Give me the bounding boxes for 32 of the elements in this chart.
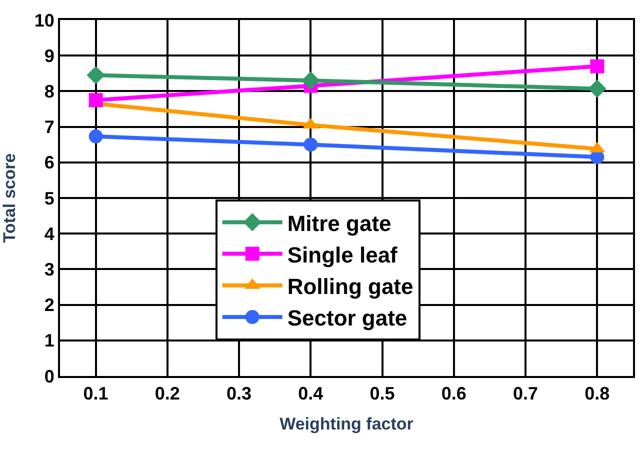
point — [590, 59, 604, 74]
y-tick-label: 6 — [44, 152, 54, 173]
point — [304, 138, 318, 152]
x-tick-label: 0.5 — [370, 384, 395, 404]
x-axis-title: Weighting factor — [280, 414, 414, 434]
y-tick-label: 9 — [44, 46, 54, 66]
point — [88, 93, 103, 108]
legend-label: Single leaf — [287, 242, 398, 268]
x-tick-label: 0.6 — [441, 384, 466, 404]
point — [302, 71, 320, 90]
y-tick-label: 3 — [44, 260, 54, 280]
y-tick-label: 7 — [44, 117, 54, 138]
x-tick-label: 0.3 — [226, 384, 252, 404]
point — [88, 129, 103, 144]
x-tick-label: 0.2 — [154, 384, 180, 404]
y-tick-label: 1 — [44, 330, 54, 351]
legend-label: Mitre gate — [287, 210, 392, 236]
x-tick-label: 0.7 — [513, 384, 538, 404]
point — [588, 80, 606, 98]
point — [86, 66, 105, 84]
legend-label: Rolling gate — [287, 274, 414, 299]
y-axis-title: Total score — [0, 153, 19, 243]
y-tick-label: 4 — [44, 224, 54, 244]
x-tick-label: 0.4 — [298, 384, 324, 404]
y-tick-label: 8 — [44, 82, 54, 102]
y-tick-label: 5 — [44, 188, 54, 208]
legend-label: Sector gate — [287, 306, 408, 331]
x-tick-label: 0.8 — [584, 384, 610, 404]
y-tick-label: 0 — [44, 366, 54, 386]
y-tick-label: 2 — [44, 295, 54, 316]
y-tick-label: 10 — [34, 10, 54, 30]
x-tick-label: 0.1 — [83, 384, 108, 404]
